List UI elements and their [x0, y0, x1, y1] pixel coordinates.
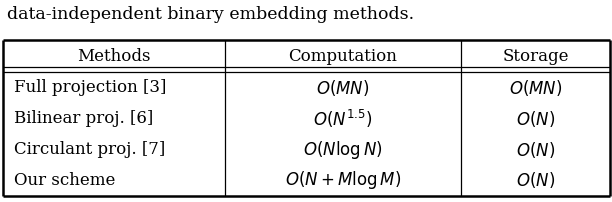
Text: Bilinear proj. [6]: Bilinear proj. [6]: [14, 110, 154, 127]
Text: Methods: Methods: [77, 48, 151, 65]
Text: $O(N + M \log M)$: $O(N + M \log M)$: [285, 169, 401, 191]
Text: $O(N)$: $O(N)$: [517, 140, 555, 160]
Text: Our scheme: Our scheme: [14, 172, 116, 189]
Text: $O(N)$: $O(N)$: [517, 109, 555, 129]
Text: Full projection [3]: Full projection [3]: [14, 79, 166, 96]
Text: $O(MN)$: $O(MN)$: [316, 78, 370, 98]
Text: $O(N)$: $O(N)$: [517, 170, 555, 190]
Text: $O(MN)$: $O(MN)$: [509, 78, 562, 98]
Text: Storage: Storage: [502, 48, 569, 65]
Text: $O(N \log N)$: $O(N \log N)$: [304, 139, 383, 161]
Text: $O(N^{1.5})$: $O(N^{1.5})$: [313, 108, 373, 130]
Text: Computation: Computation: [289, 48, 397, 65]
Text: data-independent binary embedding methods.: data-independent binary embedding method…: [7, 6, 414, 23]
Text: Circulant proj. [7]: Circulant proj. [7]: [14, 141, 165, 158]
